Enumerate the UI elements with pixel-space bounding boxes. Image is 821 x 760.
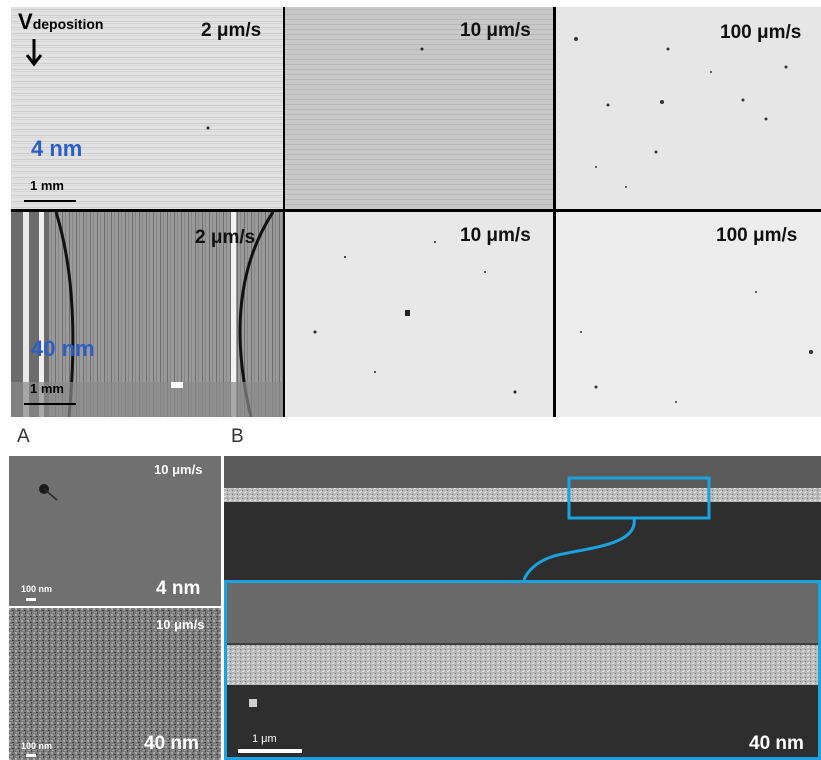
- panel-b-scale-label: 1 μm: [252, 733, 277, 745]
- panel-a-bottom-scale-label: 100 nm: [21, 741, 53, 751]
- sem-panel-a-bottom: [9, 608, 221, 760]
- thickness-label-40nm: 40 nm: [31, 336, 95, 361]
- panel-4nm-2ums: [11, 7, 283, 209]
- panel-4nm-10ums: [285, 7, 553, 209]
- sem-panel-a-top: [9, 456, 221, 606]
- panel-40nm-100ums: [556, 212, 821, 417]
- deposition-direction-label: Vdeposition: [18, 9, 104, 34]
- panel-a-bottom-scale-bar: [26, 754, 36, 757]
- thickness-label-4nm: 4 nm: [31, 136, 83, 161]
- optical-image-grid: [11, 7, 821, 417]
- speed-label-r1c1: 2 μm/s: [201, 20, 262, 41]
- sem-panel-b-overview: [224, 456, 821, 580]
- panel-a-bottom-speed: 10 μm/s: [156, 617, 205, 632]
- scale-bar-r1: [24, 200, 76, 202]
- panel-letter-a: A: [17, 426, 30, 447]
- scale-label-r2: 1 mm: [30, 381, 64, 396]
- speed-label-r1c3: 100 μm/s: [720, 22, 802, 43]
- panel-letter-b: B: [231, 426, 244, 447]
- panel-40nm-2ums: [11, 212, 283, 417]
- panel-a-top-scale-bar: [26, 598, 36, 601]
- arrow-down-icon: [24, 37, 44, 72]
- scale-label-r1: 1 mm: [30, 178, 64, 193]
- panel-4nm-100ums: [556, 7, 821, 209]
- panel-a-top-thickness: 4 nm: [156, 578, 201, 599]
- panel-a-top-speed: 10 μm/s: [154, 462, 203, 477]
- sem-panel-b-zoom: [224, 580, 821, 760]
- speed-label-r1c2: 10 μm/s: [460, 20, 531, 41]
- panel-b-scale-bar: [238, 749, 302, 753]
- speed-label-r2c2: 10 μm/s: [460, 225, 531, 246]
- speed-label-r2c3: 100 μm/s: [716, 225, 798, 246]
- speed-label-r2c1: 2 μm/s: [195, 227, 256, 248]
- panel-a-top-scale-label: 100 nm: [21, 584, 53, 594]
- panel-a-bottom-thickness: 40 nm: [144, 733, 199, 754]
- panel-b-thickness: 40 nm: [749, 733, 804, 754]
- scale-bar-r2: [24, 403, 76, 405]
- panel-40nm-10ums: [285, 212, 553, 417]
